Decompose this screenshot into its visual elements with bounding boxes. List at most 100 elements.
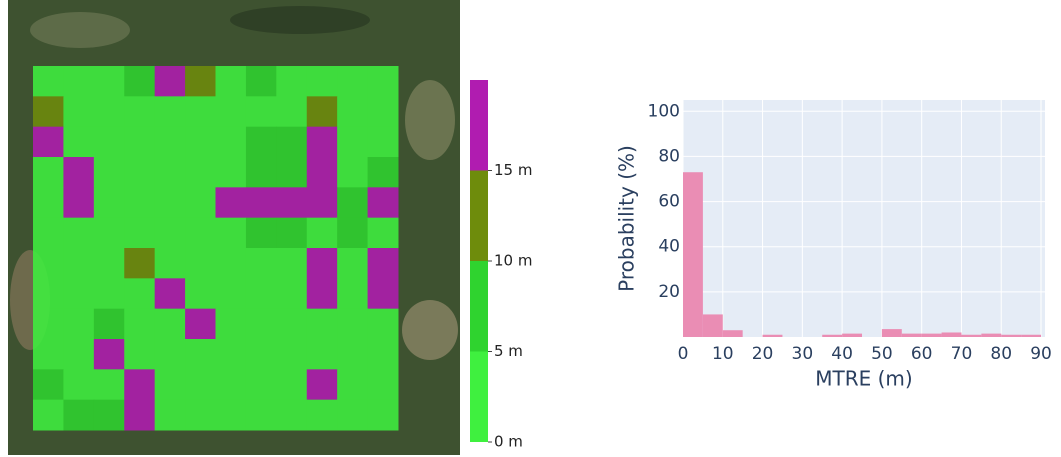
heat-cell (337, 400, 368, 431)
heat-cell (124, 400, 155, 431)
heat-cell (216, 400, 247, 431)
heat-cell (185, 309, 216, 340)
heat-cell (337, 369, 368, 400)
x-tick-label: 90 (1030, 344, 1052, 364)
heat-cell (337, 218, 368, 249)
x-tick-label: 0 (678, 344, 689, 364)
colorbar-band (470, 80, 488, 171)
heat-cell (33, 157, 64, 188)
bar (703, 314, 723, 337)
heat-cell (155, 248, 186, 279)
heat-cell (246, 66, 277, 97)
x-tick-label: 70 (951, 344, 973, 364)
heat-cell (368, 339, 399, 370)
heat-cell (216, 369, 247, 400)
heat-cell (124, 157, 155, 188)
heat-cell (94, 127, 125, 158)
heat-cell (368, 218, 399, 249)
heat-cell (276, 369, 307, 400)
x-tick-label: 10 (712, 344, 734, 364)
heat-cell (276, 157, 307, 188)
heat-cell (33, 248, 64, 279)
heat-cell (216, 278, 247, 309)
heat-cell (368, 248, 399, 279)
heat-cell (337, 339, 368, 370)
heat-cell (307, 339, 338, 370)
heat-cell (124, 248, 155, 279)
heat-cell (33, 66, 64, 97)
heat-cell (368, 369, 399, 400)
heat-cell (185, 248, 216, 279)
heat-cell (337, 187, 368, 218)
heat-cell (155, 278, 186, 309)
x-axis-title: MTRE (m) (815, 367, 912, 391)
heat-cell (246, 187, 277, 218)
heat-cell (216, 66, 247, 97)
heat-cell (337, 278, 368, 309)
bar (1001, 335, 1021, 337)
heat-cell (368, 400, 399, 431)
heat-cell (337, 66, 368, 97)
heat-cell (63, 66, 94, 97)
heat-cell (276, 218, 307, 249)
heat-cell (33, 96, 64, 127)
heat-cell (368, 66, 399, 97)
heat-cell (33, 369, 64, 400)
x-tick-label: 30 (792, 344, 814, 364)
heat-cell (94, 66, 125, 97)
heat-cell (185, 339, 216, 370)
heat-cell (276, 127, 307, 158)
heat-cell (124, 309, 155, 340)
heat-cell (276, 309, 307, 340)
heat-cell (33, 309, 64, 340)
heat-cell (216, 248, 247, 279)
colorbar-band (470, 171, 488, 262)
heatmap (33, 66, 399, 431)
heat-cell (63, 369, 94, 400)
bar (842, 334, 862, 337)
heat-cell (155, 66, 186, 97)
image-clearing (30, 12, 130, 48)
heat-cell (33, 187, 64, 218)
figure: 0 m5 m10 m15 m 0102030405060708090204060… (0, 0, 1061, 457)
heat-cell (246, 218, 277, 249)
colorbar-tick-label: 0 m (494, 433, 523, 451)
heat-cell (216, 96, 247, 127)
heat-cell (276, 66, 307, 97)
heat-cell (276, 339, 307, 370)
image-clearing (402, 300, 458, 360)
bar (942, 332, 962, 337)
heat-cell (185, 127, 216, 158)
bar (763, 335, 783, 337)
heat-cell (94, 157, 125, 188)
heat-cell (155, 127, 186, 158)
heat-cell (337, 96, 368, 127)
heat-cell (307, 96, 338, 127)
heat-cell (185, 369, 216, 400)
heat-cell (216, 157, 247, 188)
image-forest (230, 6, 370, 34)
heat-cell (185, 218, 216, 249)
x-tick-label: 50 (871, 344, 893, 364)
heat-cell (246, 127, 277, 158)
heat-cell (94, 309, 125, 340)
heat-cell (307, 248, 338, 279)
heat-cell (216, 218, 247, 249)
colorbar-tick-label: 10 m (494, 252, 532, 270)
heat-cell (33, 339, 64, 370)
heat-cell (94, 187, 125, 218)
heat-cell (33, 400, 64, 431)
heat-cell (94, 278, 125, 309)
y-axis-title: Probability (%) (615, 145, 639, 292)
heat-cell (94, 218, 125, 249)
heat-cell (368, 96, 399, 127)
heat-cell (246, 309, 277, 340)
heat-cell (307, 278, 338, 309)
y-tick-label: 100 (648, 101, 680, 121)
y-tick-label: 60 (658, 192, 680, 212)
heat-cell (94, 369, 125, 400)
heat-cell (307, 400, 338, 431)
heat-cell (307, 187, 338, 218)
heat-cell (155, 187, 186, 218)
heat-cell (63, 187, 94, 218)
